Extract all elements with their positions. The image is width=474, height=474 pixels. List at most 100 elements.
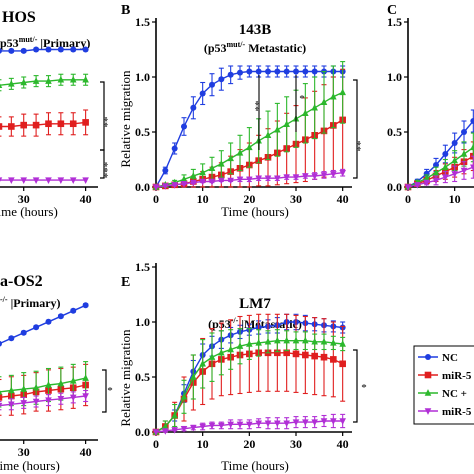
data-point [180,426,188,433]
data-point [20,400,28,407]
panel-e-x-tick-label: 20 [243,437,255,451]
significance-label: ** [355,141,367,152]
data-point [152,429,160,436]
data-point [208,178,216,186]
data-point [255,339,262,346]
data-point [246,68,253,75]
data-point [199,90,206,97]
panel-e-series-2 [152,328,346,435]
data-point [236,342,244,349]
data-point [227,154,234,162]
significance-label: ** [102,117,114,128]
data-point [82,46,89,53]
panel-a-xlabel: Time (hours) [0,204,58,219]
panel-d-series-0 [0,302,89,347]
data-point [432,168,440,176]
data-point [82,75,89,83]
data-point [246,340,253,347]
data-point [311,68,318,75]
data-point [311,103,318,111]
data-point [461,129,467,135]
significance-bracket [102,369,107,413]
data-point [218,160,225,167]
data-point [451,171,458,178]
data-point [227,421,234,429]
data-point [8,47,15,54]
data-point [311,173,318,180]
data-point [8,123,15,130]
data-point [274,175,281,183]
data-point [255,68,262,75]
panel-d-xlabel: Time (hours) [0,458,60,473]
panel-e-plot: 0 10 20 30 40 0.0 0.5 1.0 1.5 [135,260,352,451]
data-point [0,402,3,408]
panel-a-x-tick-label: 40 [80,192,92,206]
data-point [237,69,243,76]
data-point [302,419,309,426]
panel-c-y-tick-label: 1.0 [387,70,402,84]
data-point [69,376,77,384]
legend-label: miR-5 [442,370,472,382]
data-point [320,337,328,345]
legend-label: NC + [442,388,467,400]
panel-b-x-tick-label: 20 [243,192,255,206]
legend-marker [424,371,432,379]
significance-label: *** [102,162,114,179]
data-point [442,151,449,157]
legend: NC miR-5 NC + miR-5 [413,345,474,425]
data-point [311,352,318,360]
data-point [265,68,271,75]
panel-a-series-2 [0,73,89,92]
panel-e-title: LM7 [239,296,271,312]
data-point [162,428,169,435]
data-point [442,163,449,170]
data-point [218,76,225,83]
data-point [45,120,52,128]
panel-a-subtitle: p53mut/- |Primary) [0,35,90,50]
data-point [190,172,197,179]
significance-bracket [100,149,105,179]
data-point [45,397,52,405]
data-point [451,140,458,146]
panel-c-y-tick-label: 1.5 [387,15,402,29]
data-point [292,419,300,426]
data-point [32,383,40,391]
data-point [199,423,206,431]
data-point [82,374,89,381]
data-point [162,167,169,174]
data-point [171,411,178,419]
panel-b-y-tick-label: 0.0 [135,180,150,194]
significance-bracket [100,81,105,151]
panel-e-sig: * [353,349,367,423]
panel-c-x-tick-label: 10 [449,192,461,206]
data-point [460,167,468,175]
data-point [57,46,64,53]
data-point [32,77,40,84]
data-point [283,120,290,127]
data-point [227,71,234,78]
panel-e-y-tick-label: 0.5 [135,370,150,384]
data-point [0,123,3,130]
panel-b-x-tick-label: 0 [153,192,159,206]
data-point [171,182,178,189]
panel-a-series-1 [0,109,89,137]
panel-a-series-line [0,48,86,52]
data-point [433,162,439,168]
data-point [20,177,28,185]
data-point [274,125,281,133]
data-point [330,92,337,100]
data-point [82,119,89,126]
data-point [180,181,188,188]
panel-e-ylabel: Relative migration [118,329,133,427]
data-point [82,302,89,309]
data-point [180,175,188,182]
data-point [339,418,346,425]
panel-b-subtitle: (p53mut/- Metastatic) [204,40,306,55]
data-point [0,48,2,54]
data-point [442,174,449,181]
data-point [69,177,77,185]
data-point [236,149,244,156]
significance-label: * [107,385,113,397]
data-point [311,337,318,345]
data-point [57,75,65,83]
